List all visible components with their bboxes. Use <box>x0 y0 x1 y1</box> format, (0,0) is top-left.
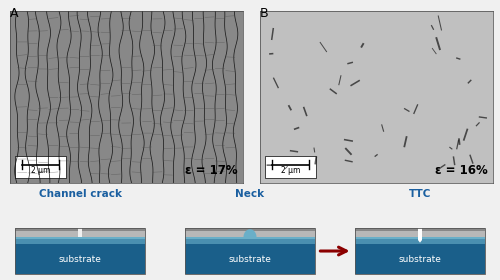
Text: B: B <box>260 7 268 20</box>
Bar <box>82 231 145 237</box>
Polygon shape <box>418 228 422 243</box>
Bar <box>355 237 485 244</box>
Bar <box>15 228 145 274</box>
Text: TTC: TTC <box>409 189 431 199</box>
Text: 2 μm: 2 μm <box>30 166 50 175</box>
Text: substrate: substrate <box>228 255 272 264</box>
Bar <box>185 228 315 231</box>
Bar <box>355 228 485 274</box>
Text: 2 μm: 2 μm <box>280 166 300 175</box>
Text: A: A <box>10 7 18 20</box>
Bar <box>15 231 78 237</box>
Text: Neck: Neck <box>236 189 264 199</box>
Polygon shape <box>244 229 256 237</box>
Bar <box>355 231 485 237</box>
Bar <box>15 237 145 239</box>
Bar <box>185 237 315 274</box>
Bar <box>82 228 145 231</box>
Bar <box>185 237 315 239</box>
Text: substrate: substrate <box>398 255 442 264</box>
FancyBboxPatch shape <box>14 156 66 178</box>
Bar <box>355 237 485 274</box>
Bar <box>185 228 315 274</box>
Bar <box>185 237 315 244</box>
Bar <box>15 237 145 274</box>
Bar <box>15 228 78 231</box>
Bar <box>185 231 315 237</box>
Bar <box>15 237 145 244</box>
Bar <box>355 237 485 239</box>
Bar <box>355 228 485 231</box>
FancyBboxPatch shape <box>264 156 316 178</box>
Text: ε = 16%: ε = 16% <box>435 164 488 176</box>
Text: substrate: substrate <box>58 255 102 264</box>
Text: Channel crack: Channel crack <box>38 189 121 199</box>
Text: ε = 17%: ε = 17% <box>185 164 238 176</box>
